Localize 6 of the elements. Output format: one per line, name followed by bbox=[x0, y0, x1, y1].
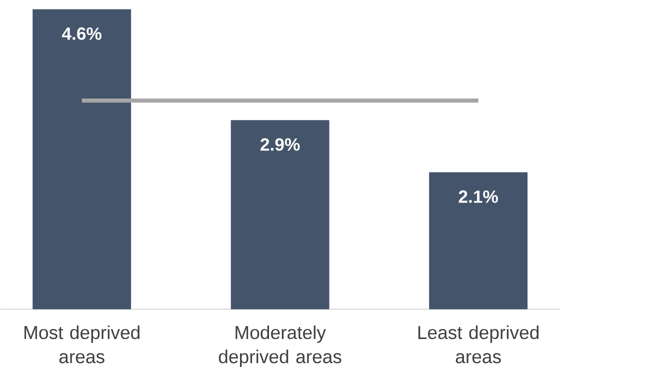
data-label: 4.6% bbox=[62, 27, 102, 40]
x-tick-label: Most deprived areas bbox=[24, 326, 140, 364]
x-tick-label: Least deprived areas bbox=[418, 326, 539, 364]
x-tick-label: Moderately deprived areas bbox=[218, 326, 342, 368]
data-label: 2.9% bbox=[260, 138, 300, 151]
data-label: 2.1% bbox=[458, 190, 498, 203]
